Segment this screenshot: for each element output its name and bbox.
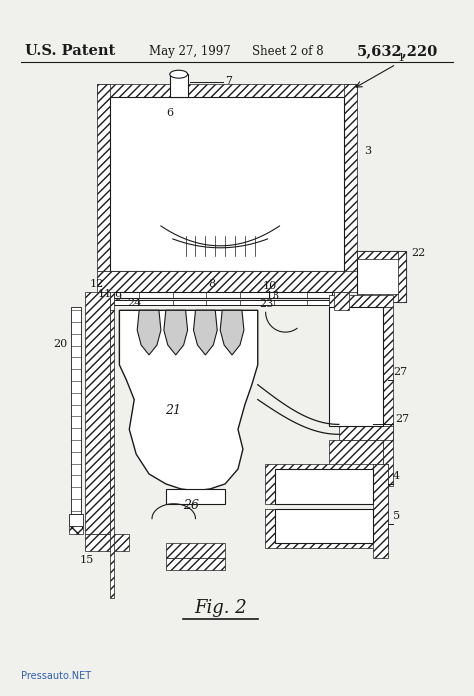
Text: 4: 4 bbox=[393, 471, 400, 481]
Bar bbox=[344, 84, 356, 287]
Bar bbox=[97, 84, 356, 97]
Text: 22: 22 bbox=[411, 248, 425, 258]
Bar bbox=[356, 251, 406, 259]
Bar bbox=[339, 427, 393, 441]
Bar bbox=[109, 97, 344, 271]
Bar bbox=[356, 294, 406, 302]
Bar bbox=[334, 292, 349, 310]
Text: 15: 15 bbox=[80, 555, 94, 565]
Bar bbox=[356, 251, 369, 302]
Text: 8: 8 bbox=[209, 280, 216, 290]
Bar bbox=[166, 489, 225, 504]
Bar bbox=[69, 525, 83, 534]
Bar bbox=[329, 441, 383, 480]
Polygon shape bbox=[119, 310, 258, 491]
Bar bbox=[329, 308, 383, 427]
Bar bbox=[356, 251, 406, 302]
Polygon shape bbox=[193, 310, 217, 355]
Bar bbox=[398, 251, 406, 302]
Bar bbox=[109, 310, 114, 598]
Bar bbox=[109, 292, 114, 310]
Bar bbox=[97, 271, 356, 292]
Text: 3: 3 bbox=[365, 145, 372, 156]
Bar bbox=[264, 464, 388, 504]
Bar bbox=[170, 74, 188, 97]
Text: 27: 27 bbox=[395, 414, 409, 425]
Text: 24: 24 bbox=[128, 299, 142, 308]
Polygon shape bbox=[220, 310, 244, 355]
Text: Fig. 2: Fig. 2 bbox=[194, 599, 246, 617]
Text: 5: 5 bbox=[393, 511, 400, 521]
Bar bbox=[69, 514, 83, 525]
Text: 27: 27 bbox=[393, 367, 407, 377]
Polygon shape bbox=[164, 310, 188, 355]
Text: 12: 12 bbox=[90, 280, 104, 290]
Bar bbox=[264, 509, 388, 548]
Text: 13: 13 bbox=[265, 292, 280, 301]
Text: U.S. Patent: U.S. Patent bbox=[25, 45, 115, 58]
Bar bbox=[274, 469, 374, 504]
Bar bbox=[166, 558, 225, 570]
Text: 9: 9 bbox=[114, 292, 121, 302]
Polygon shape bbox=[137, 310, 161, 355]
Bar bbox=[97, 84, 109, 271]
Text: Pressauto.NET: Pressauto.NET bbox=[20, 672, 91, 681]
Text: 6: 6 bbox=[166, 108, 173, 118]
Text: 11: 11 bbox=[98, 290, 112, 299]
Bar bbox=[374, 464, 388, 558]
Bar bbox=[85, 534, 129, 551]
Text: 26: 26 bbox=[182, 499, 199, 512]
Bar bbox=[71, 308, 81, 514]
Text: 23: 23 bbox=[260, 299, 274, 309]
Bar bbox=[329, 295, 393, 308]
Bar bbox=[166, 544, 225, 558]
Text: 10: 10 bbox=[263, 281, 277, 292]
Bar bbox=[114, 292, 332, 299]
Bar bbox=[383, 308, 393, 486]
Text: 1: 1 bbox=[398, 54, 405, 63]
Ellipse shape bbox=[170, 70, 188, 78]
Text: 20: 20 bbox=[53, 339, 67, 349]
Text: 21: 21 bbox=[165, 404, 181, 418]
Bar bbox=[114, 301, 332, 306]
Bar bbox=[85, 292, 109, 534]
Text: 7: 7 bbox=[225, 76, 232, 86]
Text: 5,632,220: 5,632,220 bbox=[356, 45, 438, 58]
Text: Sheet 2 of 8: Sheet 2 of 8 bbox=[252, 45, 323, 58]
Text: May 27, 1997: May 27, 1997 bbox=[149, 45, 231, 58]
Bar bbox=[274, 509, 374, 544]
